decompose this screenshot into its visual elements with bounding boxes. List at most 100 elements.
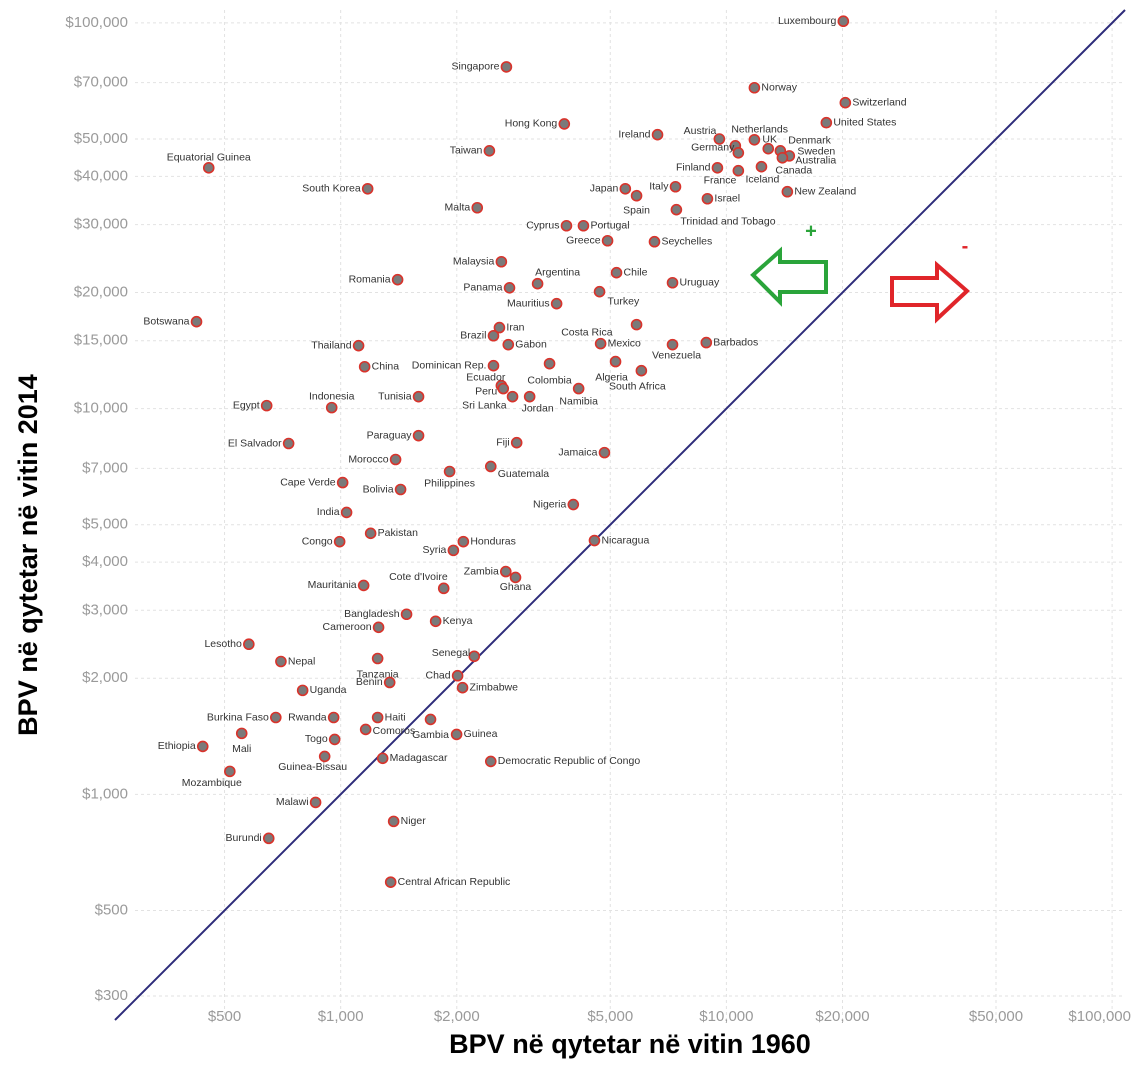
y-tick-label: $300 bbox=[95, 987, 128, 1004]
point-label: Brazil bbox=[460, 330, 486, 342]
point-label: Morocco bbox=[348, 453, 388, 465]
reference-line bbox=[114, 9, 1126, 1021]
point-label: Pakistan bbox=[378, 527, 418, 539]
data-point bbox=[593, 285, 606, 298]
point-label: Rwanda bbox=[288, 711, 327, 723]
data-point bbox=[372, 621, 385, 634]
data-point bbox=[509, 571, 522, 584]
point-label: Tunisia bbox=[378, 390, 412, 402]
point-label: Democratic Republic of Congo bbox=[498, 755, 641, 767]
data-point bbox=[456, 681, 469, 694]
data-point bbox=[577, 219, 590, 232]
y-tick-label: $50,000 bbox=[74, 130, 128, 147]
y-tick-label: $40,000 bbox=[74, 167, 128, 184]
data-point bbox=[483, 145, 496, 157]
point-label: Burundi bbox=[226, 832, 262, 844]
data-point bbox=[282, 437, 295, 450]
point-label: Benin bbox=[356, 676, 383, 688]
data-point bbox=[468, 650, 481, 663]
data-point bbox=[328, 733, 341, 746]
point-label: Kenya bbox=[443, 615, 473, 627]
x-tick-label: $5,000 bbox=[587, 1008, 633, 1025]
data-point bbox=[296, 684, 309, 697]
point-label: Mozambique bbox=[182, 777, 242, 789]
data-point bbox=[364, 527, 377, 540]
minus-annotation: - bbox=[962, 235, 969, 257]
data-point bbox=[839, 96, 852, 109]
point-label: Honduras bbox=[470, 535, 516, 547]
data-point bbox=[457, 535, 470, 548]
data-point bbox=[619, 182, 632, 195]
data-point bbox=[502, 338, 515, 351]
point-label: Philippines bbox=[424, 477, 475, 489]
data-point bbox=[340, 506, 353, 519]
x-tick-label: $50,000 bbox=[969, 1008, 1023, 1025]
y-tick-label: $100,000 bbox=[65, 14, 128, 31]
point-label: Sweden bbox=[797, 146, 835, 158]
point-label: Portugal bbox=[590, 220, 629, 232]
data-point bbox=[352, 339, 365, 352]
point-label: Madagascar bbox=[390, 752, 448, 764]
data-point bbox=[711, 162, 724, 174]
data-point bbox=[609, 355, 622, 368]
point-label: Cyprus bbox=[526, 220, 559, 232]
data-point bbox=[487, 329, 500, 342]
x-tick-label: $500 bbox=[208, 1008, 241, 1025]
y-tick-label: $20,000 bbox=[74, 283, 128, 300]
data-point bbox=[484, 755, 497, 768]
data-point bbox=[325, 401, 338, 414]
data-point bbox=[558, 118, 571, 130]
x-tick-label: $2,000 bbox=[434, 1008, 480, 1025]
data-point bbox=[394, 483, 407, 496]
point-label: Zambia bbox=[464, 565, 499, 577]
point-label: Comoros bbox=[373, 725, 416, 737]
data-point bbox=[243, 638, 255, 651]
point-label: Barbados bbox=[713, 336, 758, 348]
grid: $500 $1,000 $2,000 $5,000 $10,000 $20,000 $50,… bbox=[65, 10, 1131, 1025]
data-point bbox=[598, 446, 611, 459]
point-label: Namibia bbox=[559, 395, 598, 407]
point-label: South Africa bbox=[609, 380, 666, 392]
data-point bbox=[235, 727, 248, 740]
points: Luxembourg Singapore Norway Switzerland Unit… bbox=[143, 15, 907, 888]
point-label: Italy bbox=[649, 181, 669, 193]
data-point bbox=[701, 192, 714, 205]
y-tick-label: $4,000 bbox=[82, 553, 128, 570]
data-point bbox=[275, 655, 287, 668]
data-point bbox=[669, 180, 682, 193]
data-point bbox=[594, 337, 607, 350]
data-point bbox=[376, 752, 389, 765]
point-label: Canada bbox=[775, 165, 812, 177]
point-label: United States bbox=[833, 117, 896, 129]
point-label: Central African Republic bbox=[398, 876, 511, 888]
point-label: Luxembourg bbox=[778, 15, 837, 27]
data-point bbox=[755, 160, 768, 173]
data-point bbox=[371, 711, 384, 724]
point-label: Chile bbox=[624, 266, 648, 278]
data-point bbox=[387, 815, 400, 828]
point-label: Egypt bbox=[233, 399, 260, 411]
point-label: Gabon bbox=[515, 338, 547, 350]
data-point bbox=[732, 146, 745, 159]
point-label: New Zealand bbox=[794, 186, 856, 198]
red-arrow bbox=[890, 260, 970, 324]
point-label: Congo bbox=[302, 535, 333, 547]
point-label: Ghana bbox=[500, 581, 532, 593]
point-label: Ethiopia bbox=[158, 740, 196, 752]
data-point bbox=[451, 669, 464, 682]
data-point bbox=[543, 357, 556, 370]
data-point bbox=[531, 277, 544, 290]
data-point bbox=[412, 429, 425, 442]
point-label: Trinidad and Tobago bbox=[680, 215, 775, 227]
data-point bbox=[371, 652, 384, 665]
point-label: Greece bbox=[566, 235, 601, 247]
data-point bbox=[550, 297, 563, 310]
y-axis-title: BPV në qytetar në vitin 2014 bbox=[13, 374, 43, 736]
data-point bbox=[447, 544, 460, 557]
point-label: Guinea-Bissau bbox=[278, 761, 347, 773]
point-label: Malawi bbox=[276, 796, 309, 808]
data-point bbox=[487, 359, 500, 372]
point-label: India bbox=[317, 506, 340, 518]
point-label: France bbox=[704, 174, 737, 186]
